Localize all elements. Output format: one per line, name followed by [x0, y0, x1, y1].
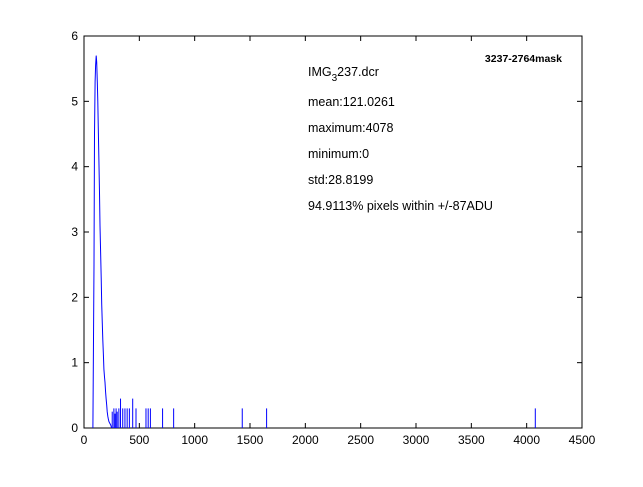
annotation-within: 94.9113% pixels within +/-87ADU	[308, 199, 493, 213]
x-tick-label: 1500	[237, 433, 264, 447]
x-tick-label: 2500	[347, 433, 374, 447]
x-tick-label: 0	[81, 433, 88, 447]
x-tick-labels: 0 500 1000 1500 2000 2500 3000 3500 4000 4500	[81, 433, 596, 447]
annotation-maximum: maximum:4078	[308, 121, 393, 135]
axis-ticks	[83, 35, 583, 429]
y-tick-label: 4	[71, 160, 78, 174]
x-tick-label: 2000	[292, 433, 319, 447]
annotation-minimum: minimum:0	[308, 147, 369, 161]
x-tick-label: 4500	[569, 433, 596, 447]
y-tick-label: 1	[71, 356, 78, 370]
y-tick-label: 2	[71, 290, 78, 304]
y-tick-label: 3	[71, 225, 78, 239]
spike-lines	[111, 398, 536, 428]
x-tick-label: 1000	[181, 433, 208, 447]
annotation-mean: mean:121.0261	[308, 95, 395, 109]
chart-title: 3237-2764mask	[485, 53, 562, 65]
annotation-filename: IMG3237.dcr	[308, 65, 379, 84]
x-tick-label: 3500	[458, 433, 485, 447]
histogram-curve	[92, 55, 113, 429]
x-tick-label: 500	[129, 433, 149, 447]
y-tick-labels: 0 1 2 3 4 5 6	[71, 29, 78, 435]
annotation-std: std:28.8199	[308, 173, 373, 187]
x-tick-label: 4000	[513, 433, 540, 447]
y-tick-label: 5	[71, 94, 78, 108]
y-tick-label: 0	[71, 421, 78, 435]
x-tick-label: 3000	[403, 433, 430, 447]
y-tick-label: 6	[71, 29, 78, 43]
plot-area	[83, 35, 583, 429]
